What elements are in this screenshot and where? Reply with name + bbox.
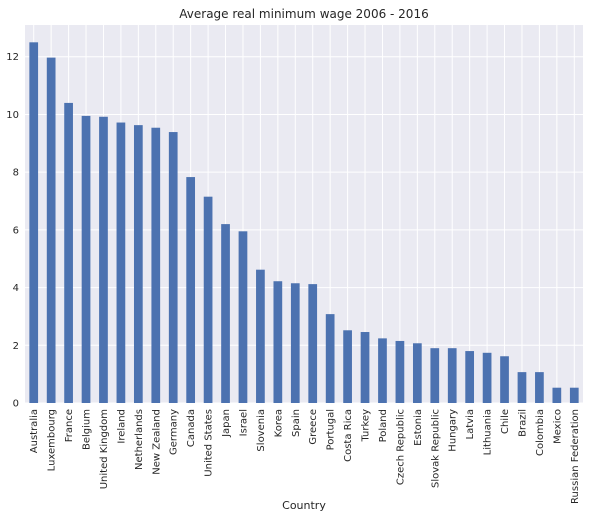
bar-greece: [308, 284, 318, 403]
bar-australia: [29, 42, 39, 403]
x-tick-label: Poland: [378, 409, 389, 442]
y-tick-label: 4: [13, 283, 19, 294]
x-tick-label: Lithuania: [483, 409, 494, 455]
bar-russian-federation: [569, 387, 579, 403]
x-tick-label: Belgium: [82, 409, 93, 450]
y-tick-label: 10: [6, 110, 19, 121]
x-tick-label: Portugal: [326, 409, 337, 450]
x-tick-label: Australia: [29, 409, 40, 453]
x-tick-label: Ireland: [116, 409, 127, 444]
bar-germany: [168, 132, 178, 403]
x-tick-label: Colombia: [535, 409, 546, 456]
bar-colombia: [535, 372, 544, 403]
x-axis-label: Country: [282, 499, 326, 512]
x-tick-label: Chile: [500, 409, 511, 434]
bar-costa-rica: [343, 330, 352, 403]
y-axis-ticks: 0 2 4 6 8 10 12: [6, 52, 19, 409]
bar-spain: [290, 283, 300, 403]
bar-united-kingdom: [99, 116, 108, 403]
x-tick-label: Czech Republic: [395, 409, 406, 485]
bar-portugal: [325, 314, 335, 403]
x-tick-label: Japan: [221, 409, 232, 438]
x-tick-label: Brazil: [517, 409, 528, 437]
x-tick-label: Latvia: [465, 409, 476, 439]
x-axis-ticks: Australia Luxembourg France Belgium United K…: [29, 409, 581, 504]
x-tick-label: Luxembourg: [47, 409, 58, 471]
x-tick-label: Israel: [238, 409, 249, 436]
y-tick-label: 0: [13, 399, 19, 410]
bar-czech-republic: [395, 340, 405, 403]
x-tick-label: Canada: [186, 409, 197, 447]
bars: [29, 42, 579, 404]
x-tick-label: United States: [204, 409, 215, 477]
x-tick-label: Costa Rica: [343, 409, 354, 462]
y-tick-label: 8: [13, 168, 19, 179]
bar-hungary: [447, 348, 457, 403]
bar-chile: [500, 356, 509, 403]
x-tick-label: Greece: [308, 409, 319, 445]
x-tick-label: New Zealand: [151, 409, 162, 475]
bar-korea: [273, 281, 283, 403]
chart-title: Average real minimum wage 2006 - 2016: [179, 7, 428, 21]
bar-canada: [186, 177, 196, 403]
bar-israel: [238, 231, 248, 403]
bar-japan: [221, 224, 230, 403]
bar-brazil: [517, 372, 527, 403]
bar-mexico: [552, 387, 562, 403]
bar-new-zealand: [151, 127, 161, 403]
bar-france: [64, 102, 73, 404]
x-tick-label: Korea: [273, 409, 284, 437]
y-tick-label: 12: [6, 52, 19, 63]
bar-latvia: [465, 351, 475, 403]
bar-ireland: [116, 122, 126, 403]
bar-slovak-republic: [430, 348, 440, 403]
bar-luxembourg: [46, 57, 56, 403]
bar-lithuania: [482, 352, 492, 403]
x-tick-label: Slovenia: [256, 409, 267, 452]
x-tick-label: Russian Federation: [570, 409, 581, 504]
x-tick-label: Mexico: [552, 409, 563, 444]
x-tick-label: Netherlands: [134, 409, 145, 470]
x-tick-label: Slovak Republic: [430, 409, 441, 488]
y-tick-label: 6: [13, 225, 19, 236]
bar-netherlands: [133, 125, 143, 404]
x-tick-label: Estonia: [413, 409, 424, 446]
bar-turkey: [360, 332, 370, 403]
x-tick-label: Spain: [291, 409, 302, 437]
bar-slovenia: [256, 269, 265, 403]
x-tick-label: Turkey: [361, 409, 372, 443]
x-tick-label: Germany: [169, 409, 180, 455]
plot-area: [25, 25, 583, 403]
y-tick-label: 2: [13, 341, 19, 352]
x-tick-label: United Kingdom: [99, 409, 110, 489]
x-tick-label: Hungary: [448, 409, 459, 452]
bar-belgium: [81, 115, 91, 403]
bar-poland: [378, 338, 387, 403]
bar-estonia: [412, 343, 422, 403]
bar-united-states: [203, 196, 213, 403]
x-tick-label: France: [64, 409, 75, 442]
